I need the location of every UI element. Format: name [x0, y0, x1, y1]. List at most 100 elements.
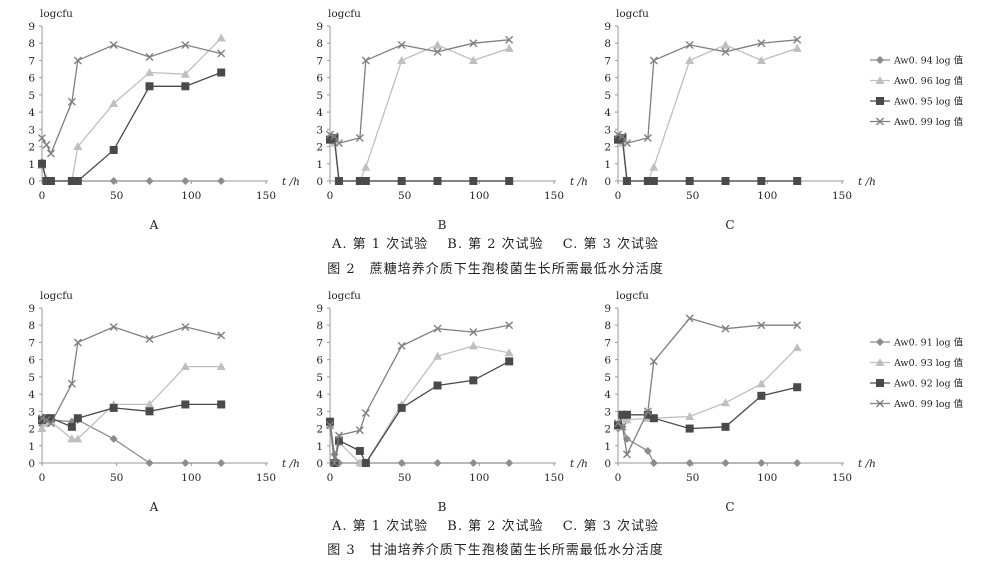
series-line-3: [329, 324, 510, 464]
data-point: [757, 39, 766, 48]
chart-panel-c: 0 1 2 3 4 5 6 7 8 9 0 50 100 150 logcfu t /h C: [604, 290, 876, 514]
x-tick-label: 150: [544, 190, 564, 202]
series-line-1: [329, 44, 510, 182]
legend-marker: [876, 56, 884, 64]
data-point: [109, 146, 118, 154]
panel-label: C: [725, 218, 734, 232]
data-point: [42, 415, 51, 424]
x-axis-title: t /h: [282, 458, 300, 470]
y-axis-title: logcfu: [40, 290, 73, 302]
y-tick-label: 3: [316, 406, 323, 418]
data-point: [216, 33, 226, 42]
data-point: [721, 40, 731, 49]
y-tick-label: 7: [316, 337, 323, 349]
data-point: [685, 424, 694, 433]
y-axis-title: logcfu: [616, 290, 649, 302]
data-point: [643, 410, 652, 419]
data-point: [469, 328, 478, 337]
data-point: [757, 321, 766, 330]
x-tick-label: 50: [110, 190, 123, 202]
data-point: [685, 40, 694, 49]
data-point: [433, 40, 443, 49]
data-point: [756, 55, 766, 64]
data-point: [330, 132, 339, 141]
x-tick-label: 0: [327, 190, 334, 202]
y-tick-label: 8: [316, 320, 323, 332]
data-point: [433, 459, 442, 467]
data-point: [181, 40, 190, 49]
data-point: [433, 381, 442, 390]
data-point: [685, 412, 695, 420]
data-point: [622, 415, 632, 424]
data-point: [46, 149, 55, 158]
data-point: [326, 417, 334, 426]
data-point: [397, 40, 406, 49]
data-point: [38, 159, 46, 168]
data-point: [109, 99, 119, 107]
series-line-3: [41, 326, 222, 425]
legend-marker: [876, 379, 884, 387]
x-tick-label: 100: [757, 472, 777, 484]
data-point: [334, 436, 343, 445]
y-tick-label: 9: [316, 303, 323, 315]
series-line-2: [329, 136, 510, 182]
y-tick-label: 6: [28, 355, 35, 367]
data-point: [792, 343, 802, 352]
data-point: [46, 419, 55, 428]
data-point: [145, 399, 155, 408]
data-point: [721, 398, 731, 407]
data-point: [793, 35, 802, 44]
data-point: [793, 459, 802, 467]
data-point: [649, 459, 658, 467]
chart-panel-a: 0 1 2 3 4 5 6 7 8 9 0 50 100 150 logcfu t /h A: [28, 8, 300, 232]
data-point: [217, 177, 226, 185]
x-tick-label: 50: [110, 472, 123, 484]
y-tick-label: 9: [28, 21, 35, 33]
data-point: [334, 177, 343, 185]
y-tick-label: 6: [604, 73, 611, 85]
data-point: [685, 177, 694, 185]
data-point: [505, 321, 514, 330]
y-tick-label: 4: [316, 389, 323, 401]
y-tick-label: 7: [604, 337, 611, 349]
data-point: [73, 338, 82, 347]
x-tick-label: 150: [256, 472, 276, 484]
data-point: [433, 351, 443, 360]
figure-2-caption: 图 2 蔗糖培养介质下生孢梭菌生长所需最低水分活度: [327, 262, 664, 277]
y-tick-label: 5: [604, 372, 611, 384]
y-tick-label: 0: [316, 458, 323, 470]
y-tick-label: 3: [604, 406, 611, 418]
x-tick-label: 0: [39, 472, 46, 484]
y-tick-label: 5: [28, 90, 35, 102]
data-point: [505, 357, 514, 366]
y-tick-label: 0: [604, 176, 611, 188]
x-tick-label: 0: [327, 472, 334, 484]
series-line-3: [329, 39, 510, 144]
data-point: [397, 55, 407, 64]
y-tick-label: 4: [316, 107, 323, 119]
x-tick-label: 100: [181, 472, 201, 484]
legend-marker: [875, 76, 885, 84]
x-axis-title: t /h: [570, 176, 588, 188]
series-line-0: [329, 137, 510, 182]
data-point: [361, 162, 371, 171]
data-point: [649, 162, 659, 171]
y-tick-label: 7: [604, 55, 611, 67]
panel-label: A: [149, 218, 159, 232]
data-point: [326, 421, 334, 430]
y-tick-label: 3: [28, 406, 35, 418]
y-tick-label: 8: [28, 38, 35, 50]
x-tick-label: 150: [544, 472, 564, 484]
data-point: [180, 362, 190, 371]
data-point: [618, 133, 627, 142]
y-tick-label: 2: [316, 424, 323, 436]
x-tick-label: 100: [469, 190, 489, 202]
y-tick-label: 1: [316, 159, 323, 171]
data-point: [109, 403, 118, 412]
data-point: [217, 68, 226, 77]
data-point: [622, 450, 631, 459]
y-axis-title: logcfu: [616, 8, 649, 20]
data-point: [361, 177, 370, 185]
data-point: [468, 55, 478, 64]
series-line-1: [329, 345, 510, 464]
